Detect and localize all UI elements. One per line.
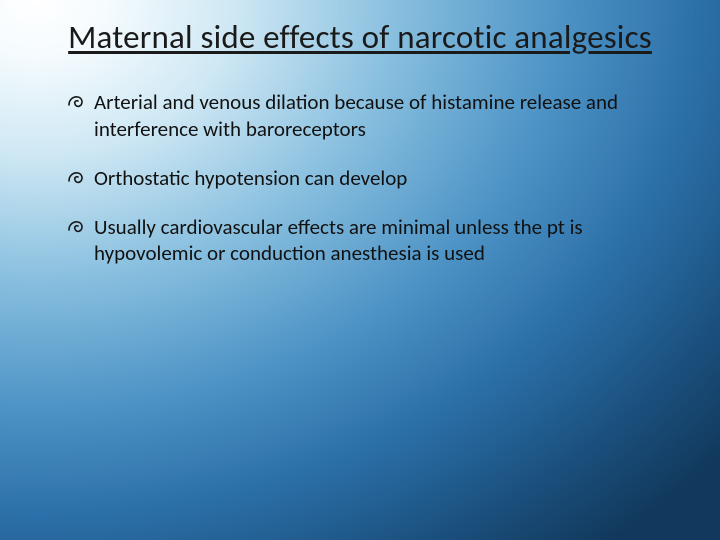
swirl-icon <box>66 92 88 114</box>
bullet-item: Arterial and venous dilation because of … <box>70 89 664 143</box>
swirl-icon <box>66 217 88 239</box>
bullet-item: Usually cardiovascular effects are minim… <box>70 214 664 268</box>
bullet-text: Usually cardiovascular effects are minim… <box>94 214 583 267</box>
bullet-item: Orthostatic hypotension can develop <box>70 165 664 192</box>
slide: Maternal side effects of narcotic analge… <box>0 0 720 540</box>
slide-title: Maternal side effects of narcotic analge… <box>56 18 664 57</box>
bullet-text: Arterial and venous dilation because of … <box>94 89 618 142</box>
bullet-text: Orthostatic hypotension can develop <box>94 165 407 191</box>
bullet-list: Arterial and venous dilation because of … <box>56 89 664 267</box>
swirl-icon <box>66 168 88 190</box>
